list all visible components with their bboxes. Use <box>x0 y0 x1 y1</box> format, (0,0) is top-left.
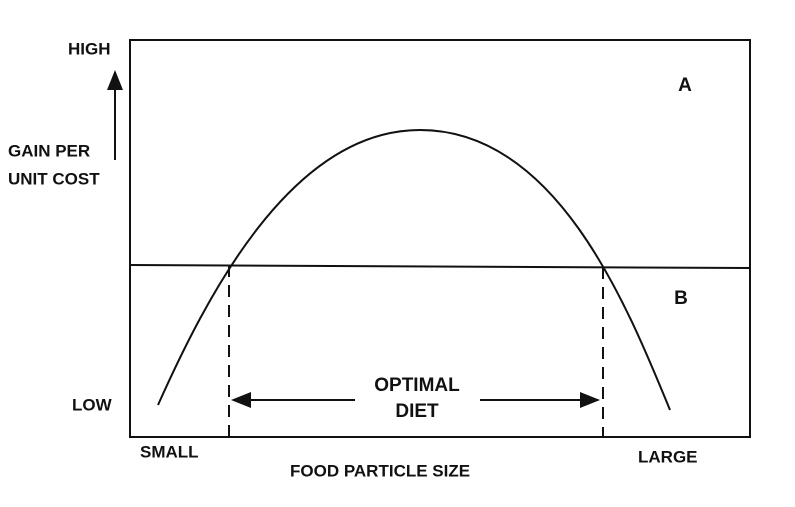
region-b-label: B <box>674 288 688 309</box>
x-large-label: LARGE <box>638 447 698 466</box>
y-axis-label: UNIT COST <box>8 169 100 188</box>
threshold-line <box>129 264 751 269</box>
range-label: DIET <box>395 401 439 422</box>
region-a-label: A <box>678 75 692 96</box>
x-small-label: SMALL <box>140 442 199 461</box>
y-axis-label: GAIN PER <box>8 141 90 160</box>
range-label: OPTIMAL <box>374 375 460 396</box>
gain-curve <box>157 128 671 411</box>
x-axis-label: FOOD PARTICLE SIZE <box>290 461 470 480</box>
y-low-label: LOW <box>72 395 113 414</box>
plot-frame <box>129 39 751 438</box>
y-high-label: HIGH <box>68 39 111 58</box>
